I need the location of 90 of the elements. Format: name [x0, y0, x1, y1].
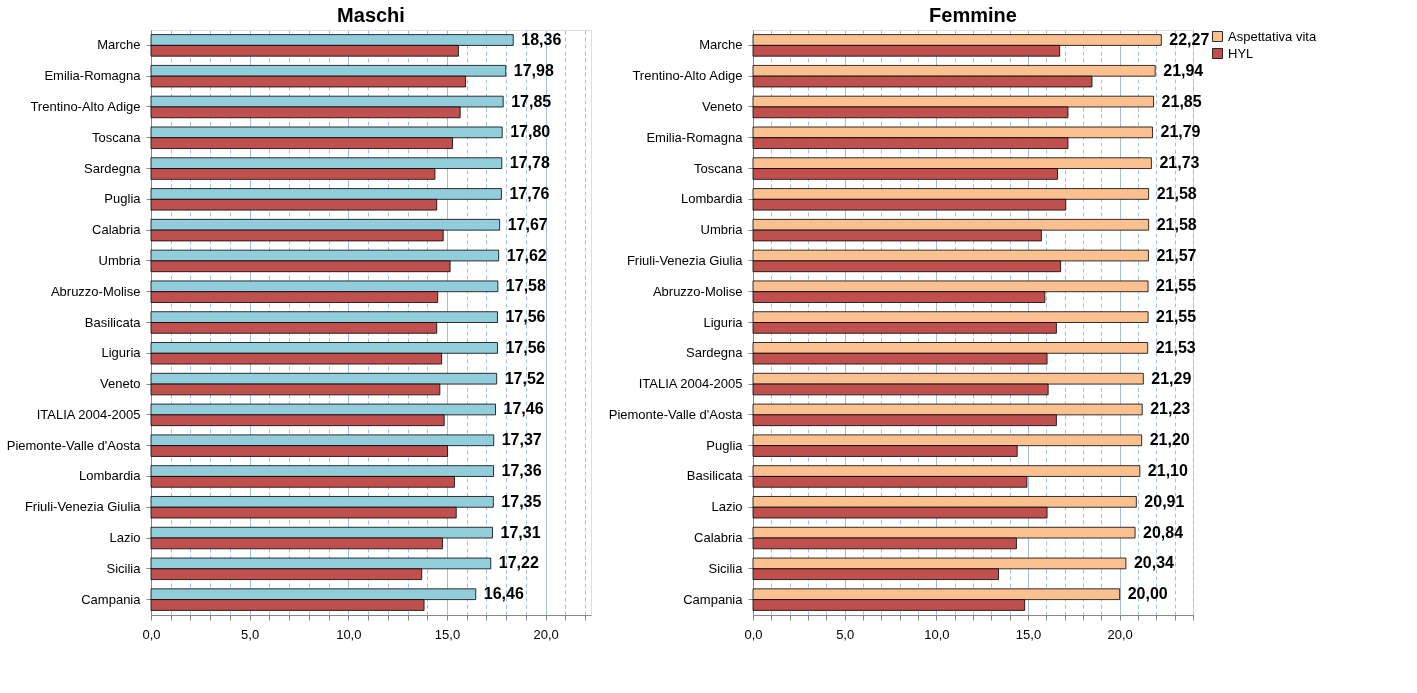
y-tick-label: Abruzzo-Molise	[652, 283, 743, 299]
data-label: 17,56	[505, 338, 546, 356]
y-tick-label: Lombardia	[79, 468, 142, 484]
y-tick-label: Marche	[699, 37, 743, 53]
y-tick-label: Emilia-Romagna	[646, 129, 744, 145]
chart-title: Maschi	[337, 4, 405, 26]
y-tick-label: Sardegna	[84, 160, 142, 176]
x-tick-label: 5,0	[836, 626, 855, 642]
y-tick-label: ITALIA 2004-2005	[638, 376, 743, 392]
data-label: 17,31	[500, 523, 541, 541]
y-tick-label: Calabria	[92, 222, 142, 238]
y-tick-label: Toscana	[694, 160, 744, 176]
data-label: 21,79	[1160, 123, 1201, 141]
y-tick-label: ITALIA 2004-2005	[36, 406, 141, 422]
y-tick-label: Umbria	[700, 222, 744, 238]
y-tick-label: Sardegna	[686, 345, 744, 361]
y-tick-label: Campania	[683, 591, 744, 607]
y-tick-label: Trentino-Alto Adige	[30, 98, 141, 114]
y-tick-label: Basilicata	[84, 314, 142, 330]
x-tick-label: 0,0	[142, 626, 161, 642]
data-label: 20,91	[1144, 492, 1185, 510]
data-label: 17,67	[507, 215, 548, 233]
data-label: 20,84	[1143, 523, 1184, 541]
data-label: 20,34	[1133, 554, 1175, 572]
y-tick-label: Campania	[81, 591, 142, 607]
data-label: 21,57	[1156, 246, 1197, 264]
y-tick-label: Liguria	[101, 345, 142, 361]
data-label: 21,53	[1155, 338, 1196, 356]
data-label: 17,35	[501, 492, 542, 510]
y-tick-label: Trentino-Alto Adige	[632, 68, 743, 84]
y-tick-label: Marche	[97, 37, 141, 53]
y-tick-label: Friuli-Venezia Giulia	[626, 252, 744, 268]
y-tick-label: Sicilia	[106, 560, 142, 576]
data-label: 21,10	[1147, 462, 1188, 480]
data-label: 18,36	[521, 31, 562, 49]
x-tick-label: 0,0	[744, 626, 763, 642]
y-tick-label: Lazio	[711, 499, 743, 515]
data-label: 17,52	[504, 369, 545, 387]
data-label: 17,78	[509, 154, 550, 172]
y-tick-label: Lombardia	[681, 191, 744, 207]
data-label: 17,58	[505, 277, 547, 295]
y-tick-label: Veneto	[100, 376, 141, 392]
x-tick-label: 20,0	[533, 626, 559, 642]
data-label: 17,98	[513, 61, 554, 79]
y-tick-label: Piemonte-Valle d'Aosta	[608, 406, 744, 422]
x-tick-label: 15,0	[1015, 626, 1042, 642]
y-tick-label: Piemonte-Valle d'Aosta	[6, 437, 142, 453]
data-label: 21,85	[1161, 92, 1202, 110]
data-label: 21,94	[1163, 61, 1204, 79]
y-tick-label: Toscana	[92, 129, 142, 145]
y-tick-label: Sicilia	[708, 560, 744, 576]
data-label: 21,55	[1156, 277, 1197, 295]
data-label: 21,29	[1151, 369, 1192, 387]
y-tick-label: Veneto	[702, 98, 743, 114]
y-tick-label: Basilicata	[686, 468, 744, 484]
data-label: 17,56	[505, 308, 546, 326]
x-tick-label: 15,0	[434, 626, 461, 642]
data-label: 21,20	[1149, 431, 1190, 449]
data-label: 17,62	[506, 246, 547, 264]
x-tick-label: 5,0	[241, 626, 260, 642]
data-label: 16,46	[483, 585, 524, 603]
data-label: 17,76	[509, 184, 550, 202]
y-tick-label: Lazio	[109, 530, 141, 546]
data-label: 17,85	[511, 92, 552, 110]
data-label: 17,37	[501, 431, 542, 449]
y-tick-label: Umbria	[98, 252, 142, 268]
chart-title: Femmine	[929, 4, 1017, 26]
legend-label: Aspettativa vita	[1228, 28, 1317, 44]
data-label: 21,55	[1156, 308, 1197, 326]
y-tick-label: Friuli-Venezia Giulia	[24, 499, 142, 515]
y-tick-label: Liguria	[703, 314, 744, 330]
x-tick-label: 20,0	[1107, 626, 1133, 642]
y-tick-label: Puglia	[706, 437, 744, 453]
legend-label: HYL	[1228, 45, 1254, 61]
x-tick-label: 10,0	[924, 626, 950, 642]
data-label: 17,36	[501, 462, 542, 480]
data-label: 17,80	[510, 123, 551, 141]
y-tick-label: Puglia	[104, 191, 142, 207]
y-tick-label: Emilia-Romagna	[44, 68, 142, 84]
x-tick-label: 10,0	[336, 626, 362, 642]
data-label: 22,27	[1169, 31, 1210, 49]
y-tick-label: Abruzzo-Molise	[50, 283, 141, 299]
data-label: 17,22	[498, 554, 539, 572]
data-label: 21,73	[1159, 154, 1200, 172]
data-label: 17,46	[503, 400, 544, 418]
data-label: 20,00	[1127, 585, 1168, 603]
data-label: 21,58	[1156, 215, 1197, 233]
data-label: 21,23	[1150, 400, 1191, 418]
y-tick-label: Calabria	[694, 530, 744, 546]
data-label: 21,58	[1156, 184, 1197, 202]
